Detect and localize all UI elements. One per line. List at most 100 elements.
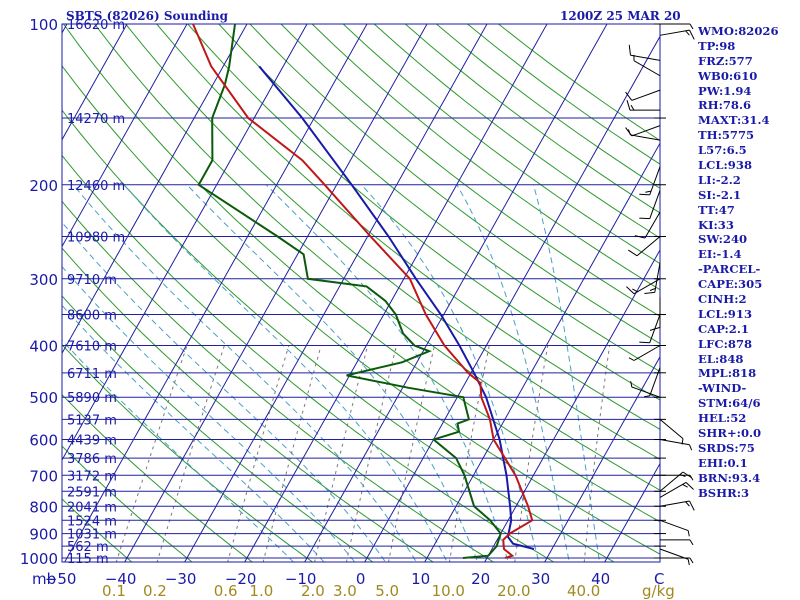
moist-adiabat-line xyxy=(186,184,479,562)
dry-adiabat-line xyxy=(187,24,660,401)
mixing-ratio-line xyxy=(583,345,611,562)
index-item: CAPE:305 xyxy=(698,277,763,292)
dry-adiabat-line xyxy=(342,24,660,265)
mixing-ratio-tick-label: 1.0 xyxy=(249,582,273,600)
wind-barb xyxy=(630,381,661,398)
wind-barb xyxy=(639,166,661,196)
index-item: KI:33 xyxy=(698,217,734,232)
index-item: MAXT:31.4 xyxy=(698,113,770,128)
dry-adiabat-line xyxy=(62,154,555,562)
isotherm-line xyxy=(62,24,248,355)
wind-barb xyxy=(660,23,694,30)
isotherm-line xyxy=(364,35,660,562)
wind-barb xyxy=(659,519,690,537)
height-label: 16620 m xyxy=(67,18,125,33)
moist-adiabat-line xyxy=(123,184,448,562)
height-labels: 16620 m 14270 m 12460 m 10980 m 9710 m 8600 m… xyxy=(67,18,125,567)
dry-adiabat-line xyxy=(249,24,660,345)
temperature-tick-label: 30 xyxy=(531,570,550,588)
wind-barb xyxy=(659,548,690,566)
index-item: EL:848 xyxy=(698,351,744,366)
dry-adiabat-line xyxy=(62,200,495,562)
wind-barb xyxy=(625,89,661,101)
isotherm-line xyxy=(124,24,428,562)
temperature-tick-label: −10 xyxy=(285,570,317,588)
wind-barb xyxy=(659,439,693,451)
dry-adiabat-line xyxy=(311,24,660,291)
pressure-tick-label: 800 xyxy=(29,498,58,516)
height-label: 6711 m xyxy=(67,367,117,382)
index-item: SW:240 xyxy=(698,232,748,247)
moist-adiabat-line xyxy=(62,304,325,562)
dry-adiabat-line xyxy=(156,24,660,430)
index-item: -PARCEL- xyxy=(698,262,761,277)
isotherm-line xyxy=(604,462,660,562)
height-label: 8600 m xyxy=(67,309,117,324)
isotherms xyxy=(62,24,660,562)
mixing-ratio-tick-label: 2.0 xyxy=(301,582,325,600)
wind-barb xyxy=(639,314,661,344)
isotherm-line xyxy=(484,249,660,562)
mixing-ratio-line xyxy=(448,345,490,562)
isotherm-line xyxy=(304,24,608,562)
index-item: PW:1.94 xyxy=(698,83,752,98)
height-label: 10980 m xyxy=(67,230,125,245)
isotherm-line xyxy=(62,24,308,462)
temperature-tick-label: −40 xyxy=(105,570,137,588)
mixing-ratio-tick-label: 20.0 xyxy=(497,582,530,600)
moist-adiabat-line xyxy=(456,184,570,562)
height-label: 5890 m xyxy=(67,391,117,406)
wind-barb xyxy=(639,190,661,220)
wind-barb xyxy=(659,481,694,498)
height-label: 7610 m xyxy=(67,340,117,355)
wind-barb xyxy=(633,54,661,77)
pressure-tick-label: 700 xyxy=(29,467,58,485)
index-item: FRZ:577 xyxy=(698,53,753,68)
chart-title-station: SBTS (82026) Sounding xyxy=(66,9,229,23)
pressure-tick-label: 100 xyxy=(29,16,58,34)
dry-adiabat-line xyxy=(218,24,660,373)
dry-adiabat-line xyxy=(62,394,254,562)
mixing-ratio-tick-label: 5.0 xyxy=(375,582,399,600)
height-label: 3786 m xyxy=(67,452,117,467)
mixing-ratio-tick-label: 0.2 xyxy=(143,582,167,600)
wind-barb xyxy=(626,278,661,295)
dry-adiabat-line xyxy=(62,498,133,562)
index-item: LCL:913 xyxy=(698,306,753,321)
moist-adiabat-line xyxy=(533,184,601,562)
mixing-ratio-tick-label: 0.6 xyxy=(214,582,238,600)
dry-adiabat-line xyxy=(63,24,660,523)
index-item: -WIND- xyxy=(698,381,747,396)
height-label: 4439 m xyxy=(67,434,117,449)
wind-barb xyxy=(634,211,661,239)
temperature-tick-label: −30 xyxy=(165,570,197,588)
index-item: RH:78.6 xyxy=(698,98,752,113)
wind-barb xyxy=(659,500,695,511)
mixing-ratio-tick-label: 3.0 xyxy=(333,582,357,600)
dry-adiabat-line xyxy=(62,343,314,562)
height-label: 9710 m xyxy=(67,273,117,288)
wind-barb xyxy=(628,345,661,361)
pressure-tick-label: 900 xyxy=(29,526,58,544)
dry-adiabat-line xyxy=(62,247,435,562)
index-item: WMO:82026 xyxy=(698,24,779,38)
isotherm-line xyxy=(62,24,128,141)
height-label: 1031 m xyxy=(67,528,117,543)
pressure-unit-label: mb xyxy=(32,570,56,588)
mixing-ratio-tick-label: 10.0 xyxy=(432,582,465,600)
index-item: EI:-1.4 xyxy=(698,247,742,262)
height-label: 1524 m xyxy=(67,514,117,529)
wind-barb xyxy=(644,262,661,295)
index-item: TH:5775 xyxy=(698,128,755,143)
pressure-tick-label: 500 xyxy=(29,389,58,407)
index-item: SHR+:0.0 xyxy=(698,426,762,441)
temperature-tick-labels: −50 −40 −30 −20 −10 0 10 20 30 40 xyxy=(45,570,610,588)
pressure-tick-label: 600 xyxy=(29,432,58,450)
height-label: 5137 m xyxy=(67,413,117,428)
temperature-tick-label: 0 xyxy=(356,570,366,588)
index-item: TT:47 xyxy=(698,202,735,217)
dry-adiabat-line xyxy=(62,65,660,555)
index-item: SI:-2.1 xyxy=(698,187,742,202)
index-item: MPL:818 xyxy=(698,366,757,381)
